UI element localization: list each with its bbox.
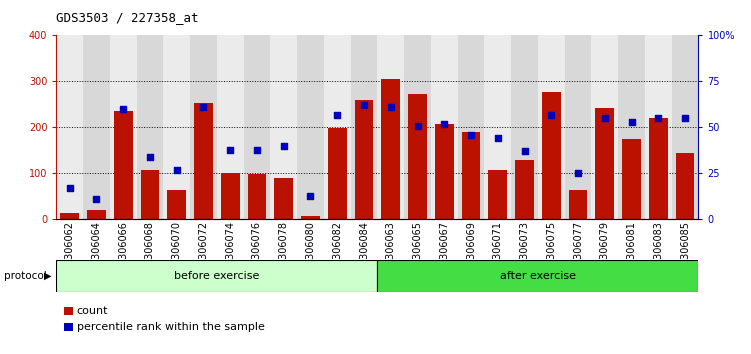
Point: [385, 104, 397, 110]
Point: [198, 104, 210, 110]
Bar: [297, 35, 324, 219]
Point: [90, 196, 102, 202]
Bar: [592, 35, 618, 219]
Point: [225, 147, 237, 152]
Bar: [435, 124, 454, 219]
Bar: [569, 189, 587, 219]
Text: count: count: [77, 306, 108, 316]
Bar: [596, 108, 614, 219]
Point: [679, 115, 691, 121]
Point: [278, 143, 290, 149]
Bar: [167, 189, 186, 219]
Bar: [671, 35, 698, 219]
Bar: [645, 35, 671, 219]
Point: [626, 119, 638, 125]
Bar: [190, 35, 217, 219]
Point: [144, 154, 156, 160]
Bar: [163, 35, 190, 219]
Bar: [457, 35, 484, 219]
Bar: [377, 35, 404, 219]
Text: protocol: protocol: [4, 271, 47, 281]
Point: [331, 112, 343, 118]
Bar: [270, 35, 297, 219]
Text: before exercise: before exercise: [174, 271, 260, 281]
Bar: [484, 35, 511, 219]
Point: [465, 132, 477, 138]
Bar: [243, 35, 270, 219]
Bar: [140, 170, 159, 219]
Bar: [351, 35, 377, 219]
Bar: [248, 175, 267, 219]
Bar: [137, 35, 163, 219]
Bar: [301, 216, 320, 219]
Bar: [87, 210, 106, 219]
Bar: [114, 111, 133, 219]
Bar: [649, 118, 668, 219]
Bar: [565, 35, 592, 219]
Text: ▶: ▶: [44, 271, 51, 281]
Bar: [618, 35, 645, 219]
Bar: [217, 35, 243, 219]
Bar: [488, 170, 507, 219]
Bar: [354, 100, 373, 219]
Bar: [56, 35, 83, 219]
Bar: [377, 260, 698, 292]
Point: [518, 149, 530, 154]
Bar: [194, 103, 213, 219]
Point: [492, 136, 504, 141]
Point: [304, 193, 316, 198]
Bar: [404, 35, 431, 219]
Point: [572, 171, 584, 176]
Bar: [110, 35, 137, 219]
Bar: [324, 35, 351, 219]
Point: [64, 185, 76, 191]
Bar: [328, 129, 347, 219]
Text: percentile rank within the sample: percentile rank within the sample: [77, 322, 264, 332]
Bar: [221, 173, 240, 219]
Point: [653, 115, 665, 121]
Bar: [542, 92, 561, 219]
Bar: [622, 139, 641, 219]
Bar: [408, 94, 427, 219]
Bar: [538, 35, 565, 219]
Bar: [83, 35, 110, 219]
Point: [251, 147, 263, 152]
Point: [599, 115, 611, 121]
Bar: [511, 35, 538, 219]
Point: [412, 123, 424, 129]
Bar: [382, 79, 400, 219]
Point: [358, 103, 370, 108]
Bar: [60, 212, 79, 219]
Text: GDS3503 / 227358_at: GDS3503 / 227358_at: [56, 11, 199, 24]
Bar: [431, 35, 457, 219]
Bar: [274, 178, 293, 219]
Point: [439, 121, 451, 127]
Text: after exercise: after exercise: [500, 271, 576, 281]
Bar: [515, 160, 534, 219]
Point: [117, 106, 129, 112]
Bar: [676, 153, 695, 219]
Point: [545, 112, 557, 118]
Point: [170, 167, 182, 173]
Bar: [56, 260, 377, 292]
Bar: [462, 132, 481, 219]
